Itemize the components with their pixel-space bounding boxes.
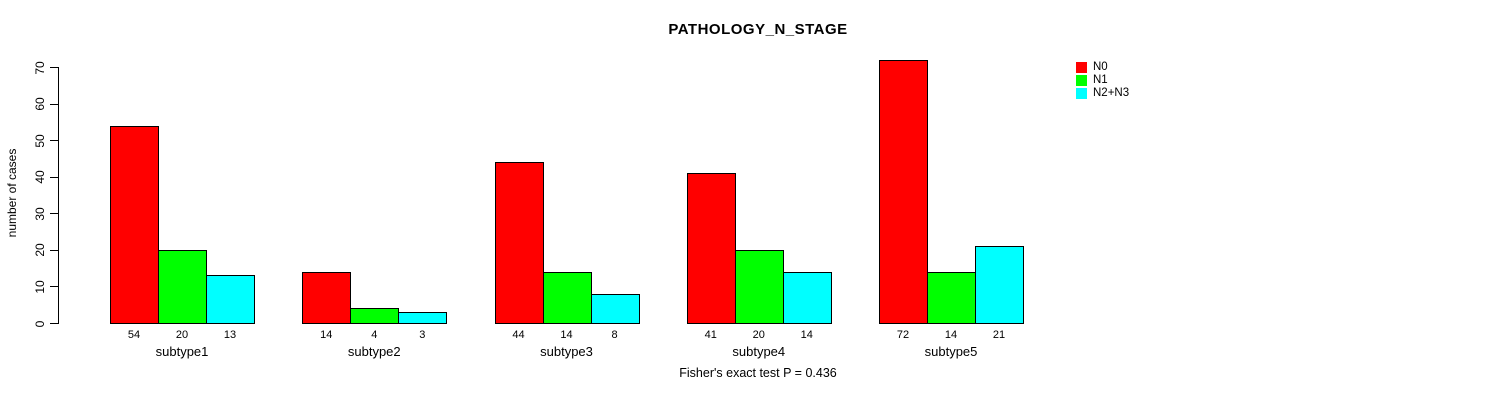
y-tick: [50, 176, 58, 178]
y-tick: [50, 213, 58, 215]
legend-swatch-n0: [1076, 62, 1087, 73]
y-tick-label: 40: [33, 170, 47, 184]
y-tick-label: 70: [33, 60, 47, 75]
bar-value-label: 3: [419, 329, 426, 341]
x-category-label: subtype4: [732, 344, 786, 359]
legend: N0 N1 N2+N3: [1076, 61, 1129, 100]
bar-n1-subtype1: [158, 249, 207, 324]
bar-value-label: 13: [223, 329, 237, 341]
y-tick: [50, 103, 58, 105]
chart-title: PATHOLOGY_N_STAGE: [668, 21, 848, 38]
y-tick-label: 30: [33, 207, 47, 221]
legend-swatch-n1: [1076, 75, 1087, 86]
bar-n0-subtype2: [302, 271, 352, 324]
y-tick: [50, 323, 58, 324]
bar-value-label: 14: [944, 329, 958, 341]
legend-item: N0: [1076, 61, 1129, 74]
bar-n1-subtype2: [350, 308, 400, 324]
legend-item: N2+N3: [1076, 87, 1129, 100]
bar-value-label: 20: [752, 329, 765, 341]
x-category-label: subtype1: [155, 344, 209, 359]
bar-value-label: 41: [704, 329, 717, 341]
y-tick: [50, 249, 58, 251]
bar-n1-subtype3: [542, 271, 592, 324]
bar-value-label: 14: [320, 329, 333, 341]
x-category-label: subtype5: [924, 344, 978, 359]
bar-value-label: 72: [896, 329, 910, 341]
y-tick-label: 60: [33, 97, 47, 111]
x-category-label: subtype2: [347, 344, 401, 359]
y-tick-label: 20: [33, 243, 47, 258]
bar-n0-subtype4: [686, 173, 736, 324]
y-tick-label: 50: [33, 133, 47, 148]
bar-n2+n3-subtype2: [398, 312, 448, 324]
legend-swatch-n2n3: [1076, 88, 1087, 99]
y-axis-title: number of cases: [5, 148, 19, 238]
bar-value-label: 14: [800, 329, 813, 341]
y-tick: [50, 67, 58, 68]
bar-value-label: 21: [992, 329, 1006, 341]
bar-n2+n3-subtype3: [590, 293, 640, 324]
y-tick-label: 0: [33, 320, 47, 327]
bar-value-label: 14: [560, 329, 573, 341]
bar-n1-subtype5: [927, 271, 976, 324]
legend-label: N0: [1093, 61, 1108, 73]
y-tick-label: 10: [33, 280, 47, 294]
legend-label: N1: [1093, 74, 1108, 86]
y-tick: [50, 286, 58, 288]
bar-value-label: 44: [512, 329, 525, 341]
legend-label: N2+N3: [1093, 87, 1130, 99]
bar-n0-subtype5: [879, 59, 928, 324]
bar-n0-subtype3: [494, 162, 544, 324]
bar-value-label: 54: [127, 329, 141, 341]
footnote: Fisher's exact test P = 0.436: [679, 366, 837, 380]
x-category-label: subtype3: [540, 344, 593, 359]
legend-item: N1: [1076, 74, 1129, 87]
bar-n2+n3-subtype5: [975, 246, 1024, 324]
y-axis-line: [58, 67, 59, 324]
bar-n1-subtype4: [734, 249, 784, 324]
bar-n0-subtype1: [110, 125, 159, 324]
bar-value-label: 8: [611, 329, 618, 341]
bar-n2+n3-subtype4: [782, 271, 832, 324]
bar-value-label: 4: [371, 329, 378, 341]
bar-value-label: 20: [175, 329, 189, 341]
y-tick: [50, 140, 58, 142]
bar-n2+n3-subtype1: [206, 275, 255, 324]
